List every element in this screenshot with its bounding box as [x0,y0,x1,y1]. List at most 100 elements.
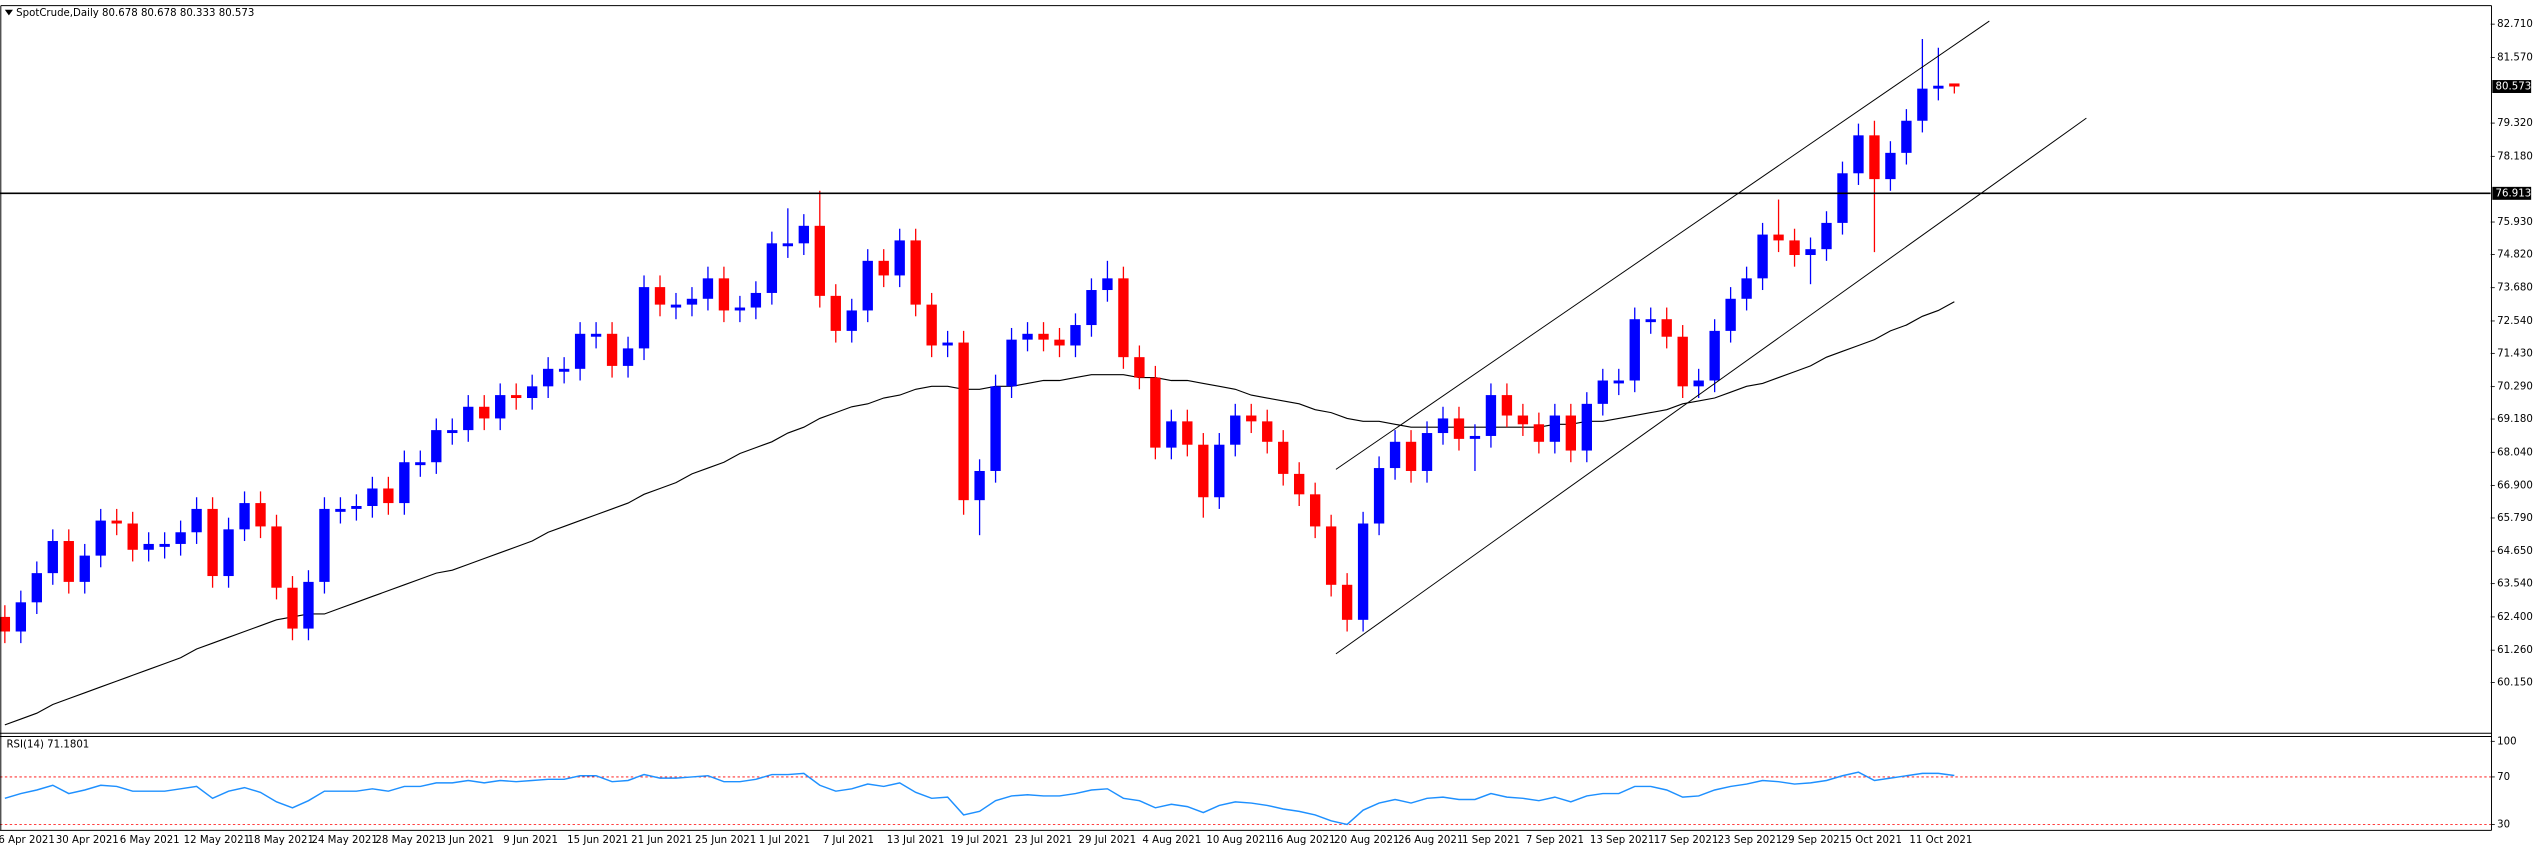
candle-body [1150,377,1161,448]
candle-body [1853,135,1864,174]
candle-body [574,333,586,369]
candle-body [1341,584,1353,620]
candle-body [1102,278,1113,291]
candle-body [1230,415,1241,445]
candle-body [926,304,937,346]
current-price-label: 80.573 [2496,82,2532,93]
candle-body [1309,494,1321,527]
y-tick-label: 61.260 [2497,645,2533,656]
hline-price-box [2492,186,2532,200]
candle-body [1054,339,1065,346]
rsi-pane [0,771,2491,826]
candle-body [670,304,682,308]
candle-body [686,298,698,305]
candle-body [1501,395,1513,416]
last-low: 80.333 [180,8,216,19]
candle-body [910,240,921,305]
x-tick-label: 16 Aug 2021 [1270,835,1335,846]
x-tick-label: 1 Sep 2021 [1462,835,1520,846]
candle-body [1597,380,1608,404]
candle-body [1693,380,1704,387]
candle-body [79,555,90,582]
y-tick-label: 74.820 [2497,249,2533,260]
candle-body [207,508,218,577]
candle-body [1901,120,1912,153]
x-tick-label: 28 May 2021 [375,835,441,846]
x-tick-label: 23 Sep 2021 [1718,835,1783,846]
candle-body [1469,435,1481,439]
candle-body [1837,173,1848,223]
candle-body [846,310,857,331]
candle-body [1357,523,1369,620]
candle-body [143,543,154,550]
candle-body [990,386,1001,471]
candle-body [287,587,298,629]
y-tick-label: 69.180 [2497,414,2533,425]
candle-body [1070,325,1081,346]
y-tick-label: 63.540 [2497,579,2533,590]
candle-body [511,395,522,399]
candle-body [766,243,778,293]
y-tick-label: 79.320 [2497,118,2533,129]
rsi-header: RSI(14) 71.1801 [6,740,89,751]
x-tick-label: 21 Jun 2021 [631,835,692,846]
rsi-last: 71.1801 [47,740,89,751]
y-tick-label: 70.290 [2497,382,2533,393]
moving-average [4,301,1955,726]
y-tick-label: 64.650 [2497,546,2533,557]
candle-body [1581,403,1592,451]
y-tick-label: 62.400 [2497,612,2533,623]
rsi-line [4,771,1955,826]
candle-body [1022,333,1033,340]
price-pane [0,39,2491,726]
candle-body [526,386,538,399]
candle-body [1166,421,1177,448]
candle-body [558,368,570,372]
x-tick-label: 11 Oct 2021 [1909,835,1972,846]
candle-body [463,406,474,431]
candle-body [606,333,618,366]
candle-body [750,292,762,308]
x-tick-label: 7 Sep 2021 [1526,835,1584,846]
candle-body [1549,415,1561,442]
candle-body [303,581,314,629]
x-tick-label: 26 Aug 2021 [1398,835,1463,846]
candle-body [1677,336,1688,387]
x-tick-label: 12 May 2021 [184,835,250,846]
x-tick-label: 20 Aug 2021 [1334,835,1399,846]
candle-body [1517,415,1529,425]
candle-body [1485,395,1497,436]
candle-body [1869,135,1880,180]
chart-header: SpotCrude,Daily 80.678 80.678 80.333 80.… [16,8,254,19]
candle-body [447,430,458,434]
candle-body [1885,152,1896,180]
x-tick-label: 13 Jul 2021 [887,835,945,846]
candle-body [1453,418,1465,439]
candle-body [798,225,809,244]
candle-body [958,342,969,501]
candle-body [1325,526,1337,585]
y-tick-label: 66.900 [2497,481,2533,492]
candle-body [495,395,506,419]
candle-body [31,573,42,603]
x-tick-label: 15 Jun 2021 [567,835,628,846]
candle-body [1725,298,1736,331]
y-tick-label: 82.710 [2497,19,2533,30]
candle-body [974,470,985,501]
menu-triangle [4,9,13,16]
x-tick-label: 29 Sep 2021 [1782,835,1847,846]
x-tick-label: 26 Apr 2021 [0,835,55,846]
candle-body [1278,441,1289,474]
symbol-title: SpotCrude,Daily [16,8,99,19]
candle-body [319,508,330,582]
candle-body [734,307,746,311]
current-price-box [2492,80,2532,93]
y-tick-label: 72.540 [2497,316,2533,327]
x-tick-label: 1 Jul 2021 [759,835,810,846]
candle-body [1933,85,1944,89]
x-tick-label: 18 May 2021 [248,835,314,846]
candle-body [1773,234,1784,241]
candle-body [782,243,794,247]
y-tick-label: 71.430 [2497,348,2533,359]
